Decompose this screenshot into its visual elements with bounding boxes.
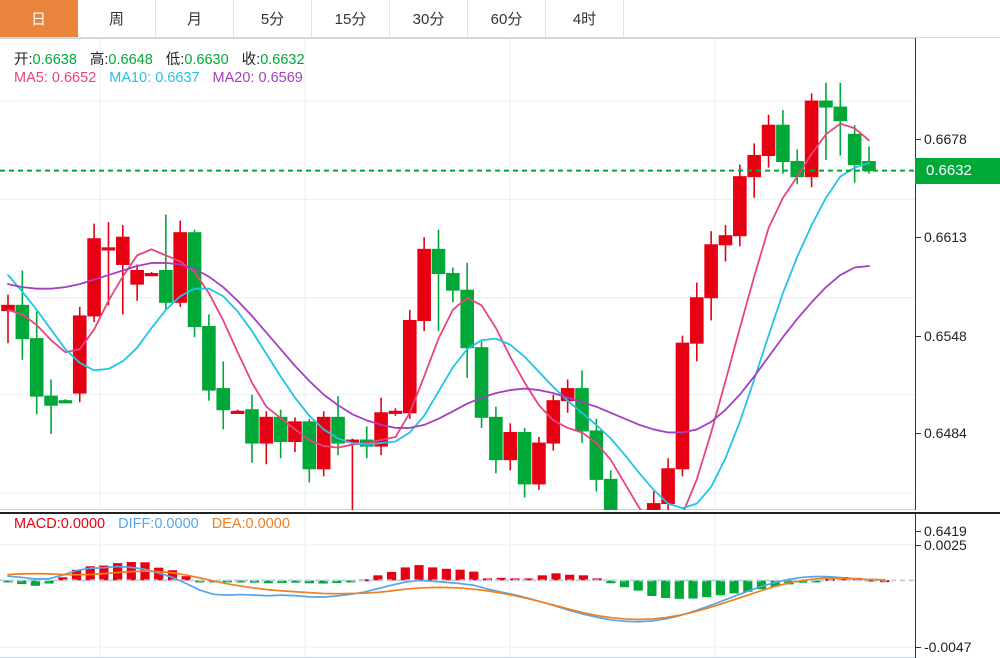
price-tick-4: 0.6419 [915, 523, 967, 539]
price-tick-0: 0.6678 [915, 131, 967, 147]
candlestick-chart [0, 38, 915, 510]
macd-tick-1: -0.0047 [915, 639, 971, 655]
price-tick-3: 0.6484 [915, 425, 967, 441]
macd-axis: 0.0025 -0.0047 [915, 514, 1000, 658]
macd-chart [0, 514, 915, 658]
macd-axis-line [915, 514, 916, 658]
tab-3[interactable]: 5分 [234, 0, 312, 37]
current-price-badge: 0.6632 [915, 157, 1000, 184]
tab-1[interactable]: 周 [78, 0, 156, 37]
macd-chart-panel: 0.0025 -0.0047 [0, 512, 1000, 658]
tab-6[interactable]: 60分 [468, 0, 546, 37]
price-plot-area[interactable] [0, 38, 915, 510]
price-tick-1: 0.6613 [915, 229, 967, 245]
tab-2[interactable]: 月 [156, 0, 234, 37]
price-chart-panel: 0.6678 0.6613 0.6548 0.6484 0.6419 0.6632 [0, 38, 1000, 539]
price-tick-2: 0.6548 [915, 328, 967, 344]
tab-4[interactable]: 15分 [312, 0, 390, 37]
period-tab-bar: 日周月 5分 15分 30分 60分 4时 [0, 0, 1000, 38]
price-axis-line [915, 38, 916, 510]
tab-7[interactable]: 4时 [546, 0, 624, 37]
price-axis: 0.6678 0.6613 0.6548 0.6484 0.6419 0.6632 [915, 38, 1000, 539]
tab-0[interactable]: 日 [0, 0, 78, 37]
macd-plot-area[interactable] [0, 514, 915, 658]
tab-5[interactable]: 30分 [390, 0, 468, 37]
tab-bar-filler [624, 0, 1000, 37]
macd-tick-0: 0.0025 [915, 537, 967, 553]
